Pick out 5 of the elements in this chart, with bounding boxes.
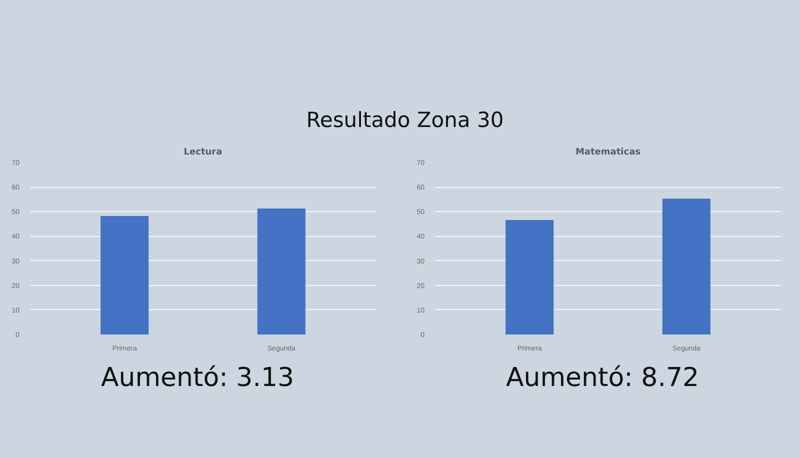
text: Aumentó: 3.13 xyxy=(100,362,294,395)
chart-title: Lectura xyxy=(184,148,222,158)
text: Aumentó: 8.72 xyxy=(506,362,700,395)
text: Resultado Zona 30 xyxy=(306,107,504,134)
chart-title: Matematicas xyxy=(575,148,641,158)
